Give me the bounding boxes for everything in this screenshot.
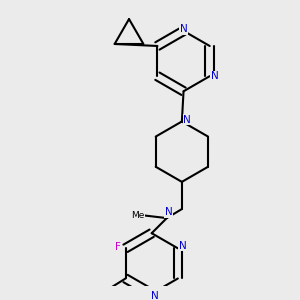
Text: N: N [165, 207, 172, 217]
Text: F: F [115, 242, 121, 252]
Text: N: N [183, 115, 191, 125]
Text: N: N [180, 24, 188, 34]
Text: N: N [179, 241, 187, 250]
Text: N: N [151, 291, 159, 300]
Text: Me: Me [131, 211, 144, 220]
Text: N: N [211, 71, 219, 81]
